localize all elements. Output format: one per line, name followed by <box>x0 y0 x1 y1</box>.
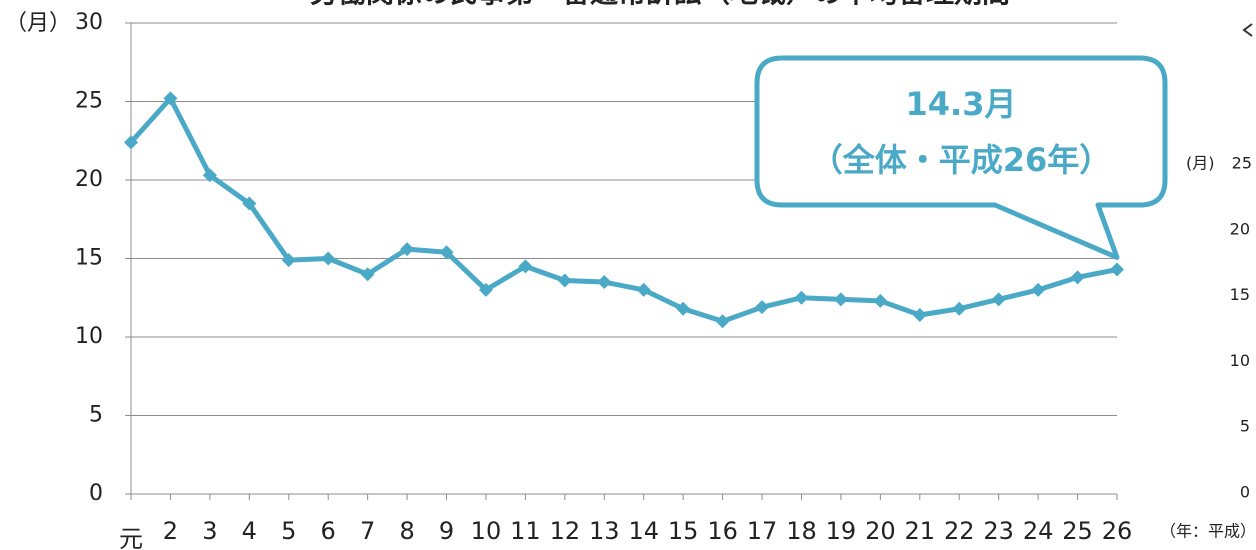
data-point <box>202 168 217 183</box>
y-tick-label: 20 <box>75 167 103 192</box>
y-tick-label: 5 <box>1240 417 1250 436</box>
x-tick-label: 8 <box>399 517 414 545</box>
data-point <box>1110 262 1124 277</box>
x-tick-label: 15 <box>668 517 699 545</box>
data-point <box>636 282 651 297</box>
x-tick-label: 14 <box>628 517 659 545</box>
data-point <box>952 301 967 316</box>
data-point <box>518 259 533 274</box>
x-tick-label: 13 <box>589 517 620 545</box>
x-tick-label: 16 <box>707 517 738 545</box>
data-point <box>794 290 809 305</box>
side-axis-label: (月) <box>1186 154 1215 173</box>
data-point <box>1031 282 1046 297</box>
y-tick-label: 10 <box>1230 351 1250 370</box>
data-point <box>400 242 415 257</box>
y-tick-label: 15 <box>75 246 103 271</box>
data-point <box>163 91 178 106</box>
x-tick-label: 12 <box>550 517 581 545</box>
x-tick-label: 11 <box>510 517 541 545</box>
data-point <box>715 314 730 329</box>
callout-text: 14.3月 <box>906 85 1017 123</box>
x-tick-label: 元 <box>119 525 143 550</box>
data-point <box>557 273 572 288</box>
x-tick-label: 9 <box>439 517 454 545</box>
y-tick-label: 0 <box>1240 483 1250 502</box>
x-tick-label: 25 <box>1062 517 1093 545</box>
x-tick-label: 22 <box>944 517 975 545</box>
x-tick-label: 3 <box>202 517 217 545</box>
data-point <box>321 251 336 266</box>
data-point <box>676 301 691 316</box>
data-point <box>597 275 612 290</box>
x-tick-label: 10 <box>471 517 502 545</box>
x-tick-label: 21 <box>905 517 936 545</box>
y-tick-label: 25 <box>75 89 103 114</box>
chart-title: 労働関係の民事第一審通常訴訟（地裁）の平均審理期間 <box>310 0 1010 9</box>
data-point <box>873 293 888 308</box>
x-tick-label: 2 <box>163 517 178 545</box>
data-point <box>912 308 927 323</box>
x-tick-label: 17 <box>747 517 778 545</box>
y-tick-label: 30 <box>75 10 103 35</box>
y-tick-label: 10 <box>75 324 103 349</box>
x-tick-label: 20 <box>865 517 896 545</box>
y-tick-label: 0 <box>89 481 103 506</box>
y-tick-label: 15 <box>1230 285 1250 304</box>
x-tick-label: 23 <box>983 517 1014 545</box>
x-tick-label: 7 <box>360 517 375 545</box>
data-point <box>833 292 848 307</box>
x-axis-label: （年：平成） <box>1160 522 1256 541</box>
x-tick-label: 4 <box>242 517 257 545</box>
callout-text: （全体・平成26年） <box>811 141 1112 179</box>
callout <box>754 55 1168 260</box>
y-tick-label: 20 <box>1230 219 1250 238</box>
y-tick-label: 5 <box>89 403 103 428</box>
chevron-icon <box>1242 23 1253 37</box>
data-point <box>360 267 375 282</box>
x-tick-label: 6 <box>321 517 336 545</box>
x-tick-label: 24 <box>1023 517 1054 545</box>
x-tick-label: 26 <box>1102 517 1133 545</box>
data-point <box>755 300 770 315</box>
x-tick-label: 5 <box>281 517 296 545</box>
data-point <box>124 135 138 150</box>
data-point <box>439 245 454 260</box>
data-point <box>1070 270 1085 285</box>
x-tick-label: 18 <box>786 517 817 545</box>
y-tick-label: 25 <box>1232 154 1252 173</box>
data-point <box>242 196 257 211</box>
data-point <box>281 253 296 268</box>
data-point <box>478 282 493 297</box>
data-point <box>991 292 1006 307</box>
y-axis-label: （月） <box>5 11 71 36</box>
x-tick-label: 19 <box>826 517 857 545</box>
